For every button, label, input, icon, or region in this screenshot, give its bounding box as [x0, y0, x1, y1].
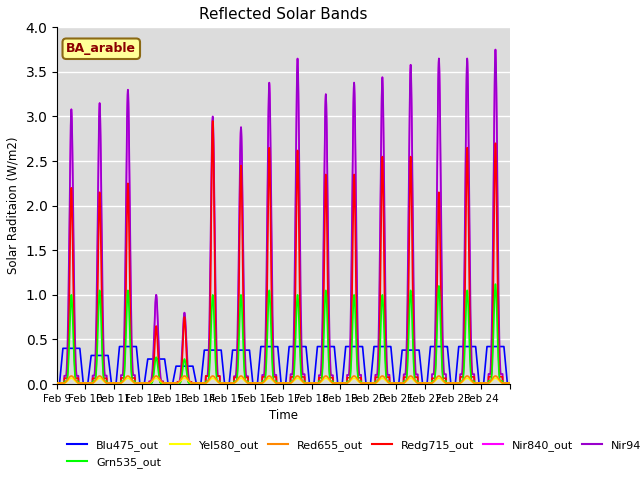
Y-axis label: Solar Raditaion (W/m2): Solar Raditaion (W/m2): [7, 137, 20, 275]
Title: Reflected Solar Bands: Reflected Solar Bands: [199, 7, 367, 22]
Text: BA_arable: BA_arable: [67, 42, 136, 55]
X-axis label: Time: Time: [269, 409, 298, 422]
Legend: Blu475_out, Grn535_out, Yel580_out, Red655_out, Redg715_out, Nir840_out, Nir945_: Blu475_out, Grn535_out, Yel580_out, Red6…: [63, 436, 640, 472]
